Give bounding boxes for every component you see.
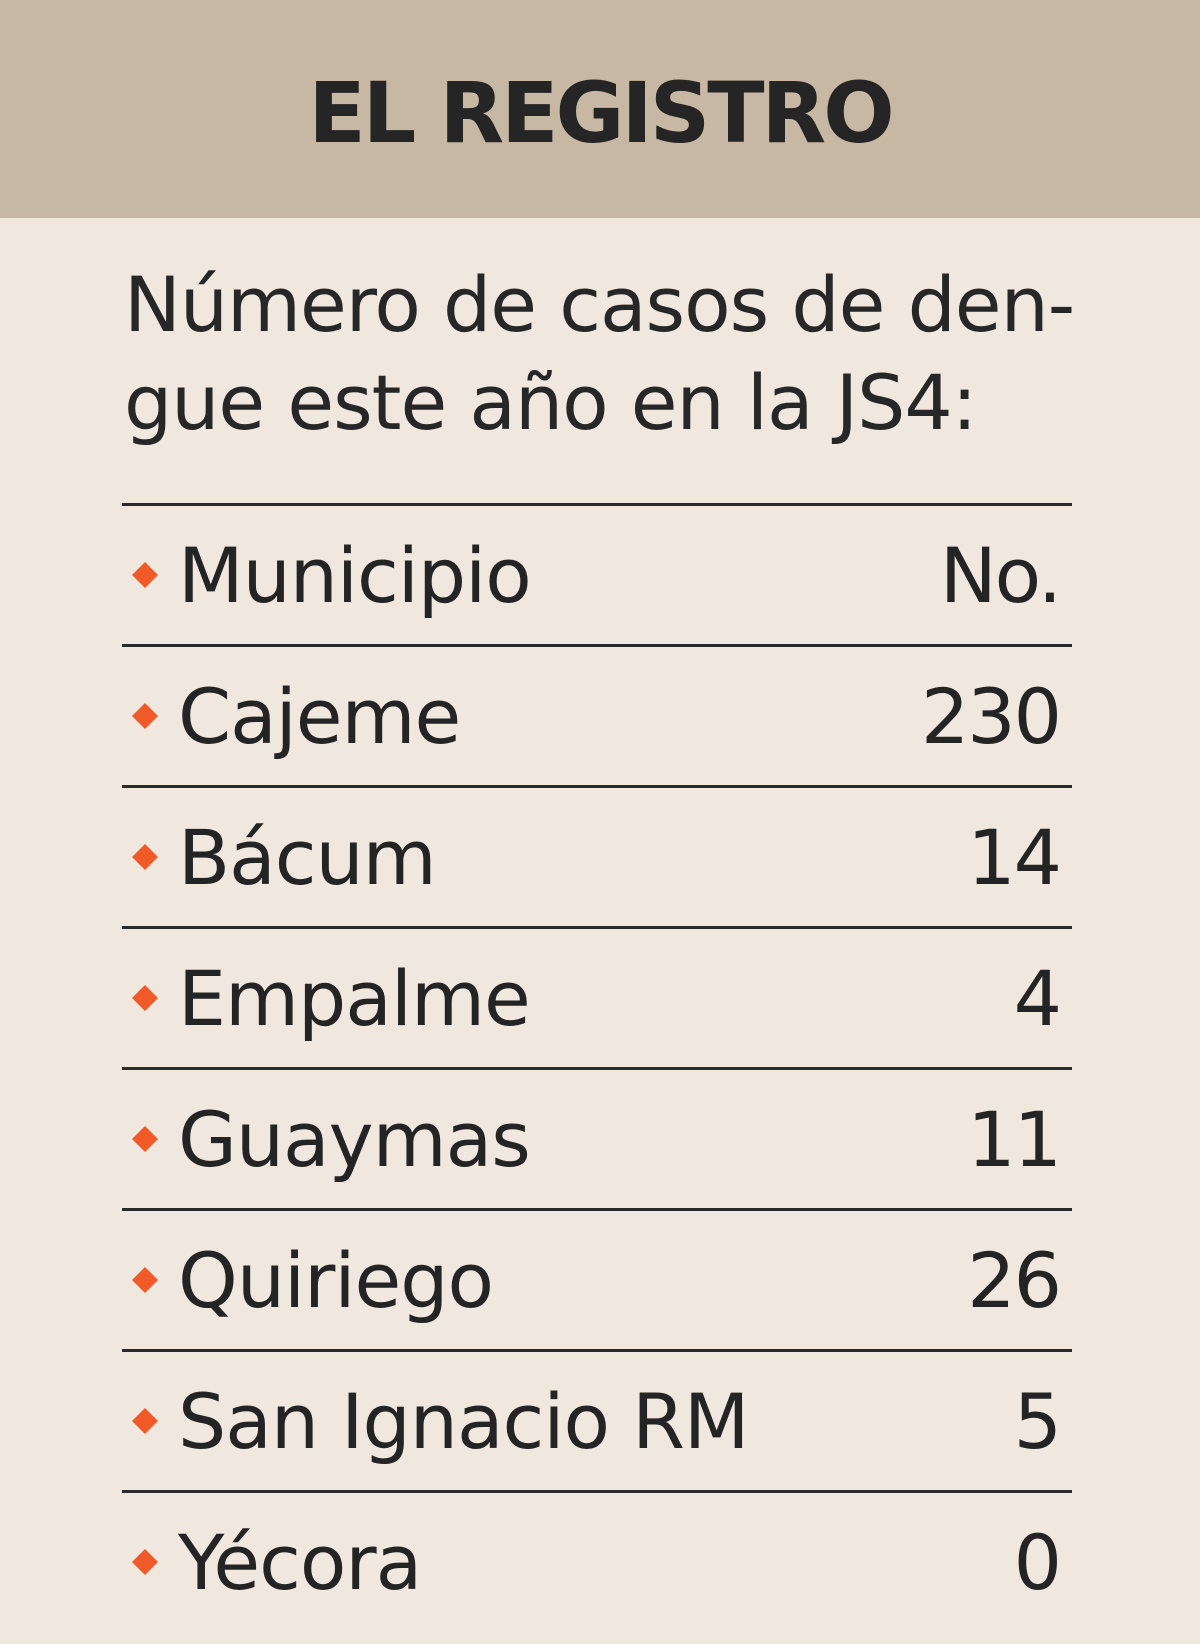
- intro-line-1: Número de casos de den-: [124, 260, 1075, 349]
- municipio-name: Cajeme: [178, 671, 461, 761]
- diamond-bullet-icon: [130, 842, 160, 872]
- table-header-row: Municipio No.: [122, 506, 1072, 647]
- header-bar: EL REGISTRO: [0, 0, 1200, 218]
- case-count: 4: [1013, 953, 1062, 1043]
- intro-text: Número de casos de den- gue este año en …: [124, 256, 1084, 452]
- diamond-bullet-icon: [130, 560, 160, 590]
- diamond-bullet-icon: [130, 701, 160, 731]
- table-row: Empalme 4: [122, 929, 1072, 1070]
- table-row: Guaymas 11: [122, 1070, 1072, 1211]
- case-count: 0: [1013, 1517, 1062, 1607]
- table-row: Cajeme 230: [122, 647, 1072, 788]
- case-count: 230: [920, 671, 1062, 761]
- diamond-bullet-icon: [130, 1124, 160, 1154]
- table-row: Quiriego 26: [122, 1211, 1072, 1352]
- municipio-name: Quiriego: [178, 1235, 494, 1325]
- case-count: 14: [967, 812, 1062, 902]
- case-count: 5: [1013, 1376, 1062, 1466]
- diamond-bullet-icon: [130, 1547, 160, 1577]
- column-header-municipio: Municipio: [178, 530, 532, 620]
- table-row: Yécora 0: [122, 1493, 1072, 1631]
- municipio-name: Yécora: [178, 1517, 422, 1607]
- municipio-name: Bácum: [178, 812, 437, 902]
- header-title: EL REGISTRO: [308, 64, 894, 162]
- municipio-name: San Ignacio RM: [178, 1376, 749, 1466]
- diamond-bullet-icon: [130, 983, 160, 1013]
- intro-line-2: gue este año en la JS4:: [124, 358, 977, 447]
- cases-table: Municipio No. Cajeme 230 Bácum 14 Empalme 4 Gu…: [122, 503, 1072, 1631]
- diamond-bullet-icon: [130, 1265, 160, 1295]
- case-count: 11: [967, 1094, 1062, 1184]
- diamond-bullet-icon: [130, 1406, 160, 1436]
- municipio-name: Empalme: [178, 953, 531, 1043]
- table-row: Bácum 14: [122, 788, 1072, 929]
- case-count: 26: [967, 1235, 1062, 1325]
- municipio-name: Guaymas: [178, 1094, 531, 1184]
- table-row: San Ignacio RM 5: [122, 1352, 1072, 1493]
- column-header-count: No.: [939, 530, 1062, 620]
